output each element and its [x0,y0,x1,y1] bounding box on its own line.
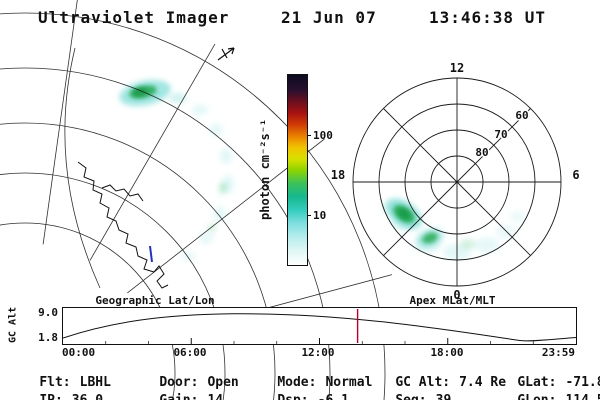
mlt-label-12: 12 [450,61,464,75]
geo-aurora-faint-arc [169,93,234,261]
geographic-image-panel [0,0,393,400]
status-flt: Flt: LBHL [8,360,111,400]
status-glat-value: -71.8 [565,375,600,390]
xtick-1200: 12:00 [301,346,335,359]
mlat-label-80: 80 [475,146,488,159]
status-mode-value: Normal [325,375,373,390]
orientation-arrow-icon [217,47,235,61]
timeline-major-ticks [190,338,449,344]
status-door: Door: Open [128,360,239,400]
status-glon-value: 114.5 [565,393,600,400]
status-seq-value: 39 [436,393,452,400]
timeline-plot [62,307,577,345]
apex-aurora-bright-patch [386,198,444,248]
colorbar-tickmark-100 [307,135,311,136]
status-dsp: Dsp: -6.1 [246,378,349,400]
colorbar-tick-10: 10 [313,209,327,222]
status-glon-label: GLon: [517,393,556,400]
header-date: 21 Jun 07 [281,8,377,27]
status-gcalt-value: 7.4 Re [459,375,507,390]
xtick-2359: 23:59 [541,346,575,359]
status-door-value: Open [207,375,239,390]
status-flt-value: LBHL [79,375,111,390]
xtick-0000: 00:00 [62,346,96,359]
colorbar-tickmark-10 [307,215,311,216]
colorbar-axis-label: photon cm⁻²s⁻¹ [258,118,272,220]
geo-grid [0,0,393,400]
status-ip: IP: 36.0 [8,378,103,400]
status-dsp-label: Dsp: [277,393,308,400]
mlt-label-18: 18 [331,168,345,182]
apex-grid [352,77,562,287]
status-gcalt: GC Alt: 7.4 Re [364,360,506,400]
status-flt-label: Flt: [39,375,71,390]
status-gcalt-label: GC Alt: [395,375,451,390]
status-door-label: Door: [159,375,199,390]
apex-panel-caption: Apex MLat/MLT [409,294,496,307]
mlat-label-70: 70 [494,128,507,141]
colorbar-tick-100: 100 [313,129,333,142]
coastline [77,161,169,289]
mlt-label-0: 0 [453,288,460,302]
status-mode-label: Mode: [277,375,317,390]
apex-dial-panel: 12 18 6 0 60 70 80 [331,61,580,302]
page-title: Ultraviolet Imager [38,8,230,27]
status-gain-value: 14 [207,393,223,400]
xtick-1800: 18:00 [430,346,464,359]
track-marker [149,245,153,263]
status-ip-value: 36.0 [72,393,103,400]
status-dsp-value: -6.1 [318,393,349,400]
status-glon: GLon: 114.5 [486,378,600,400]
status-seq: Seq: 39 [364,378,451,400]
mlt-label-6: 6 [572,168,579,182]
limb-arc [64,47,101,289]
status-gain-label: Gain: [159,393,198,400]
timeline-canvas [62,309,577,344]
header-time: 13:46:38 UT [429,8,546,27]
colorbar [287,74,308,266]
geo-panel-caption: Geographic Lat/Lon [95,294,215,307]
timeline-minor-ticks [105,341,534,344]
timeline-ytick-bottom: 1.8 [38,331,58,344]
xtick-0600: 06:00 [173,346,207,359]
gc-alt-curve [62,313,577,342]
status-mode: Mode: Normal [246,360,372,400]
status-glat: GLat: -71.8 [486,360,600,400]
status-ip-label: IP: [39,393,62,400]
status-glat-label: GLat: [517,375,557,390]
timeline-ytick-top: 9.0 [38,306,58,319]
timeline-ylabel: GC Alt [7,306,19,344]
mlat-label-60: 60 [515,109,528,122]
status-seq-label: Seq: [395,393,426,400]
status-gain: Gain: 14 [128,378,223,400]
